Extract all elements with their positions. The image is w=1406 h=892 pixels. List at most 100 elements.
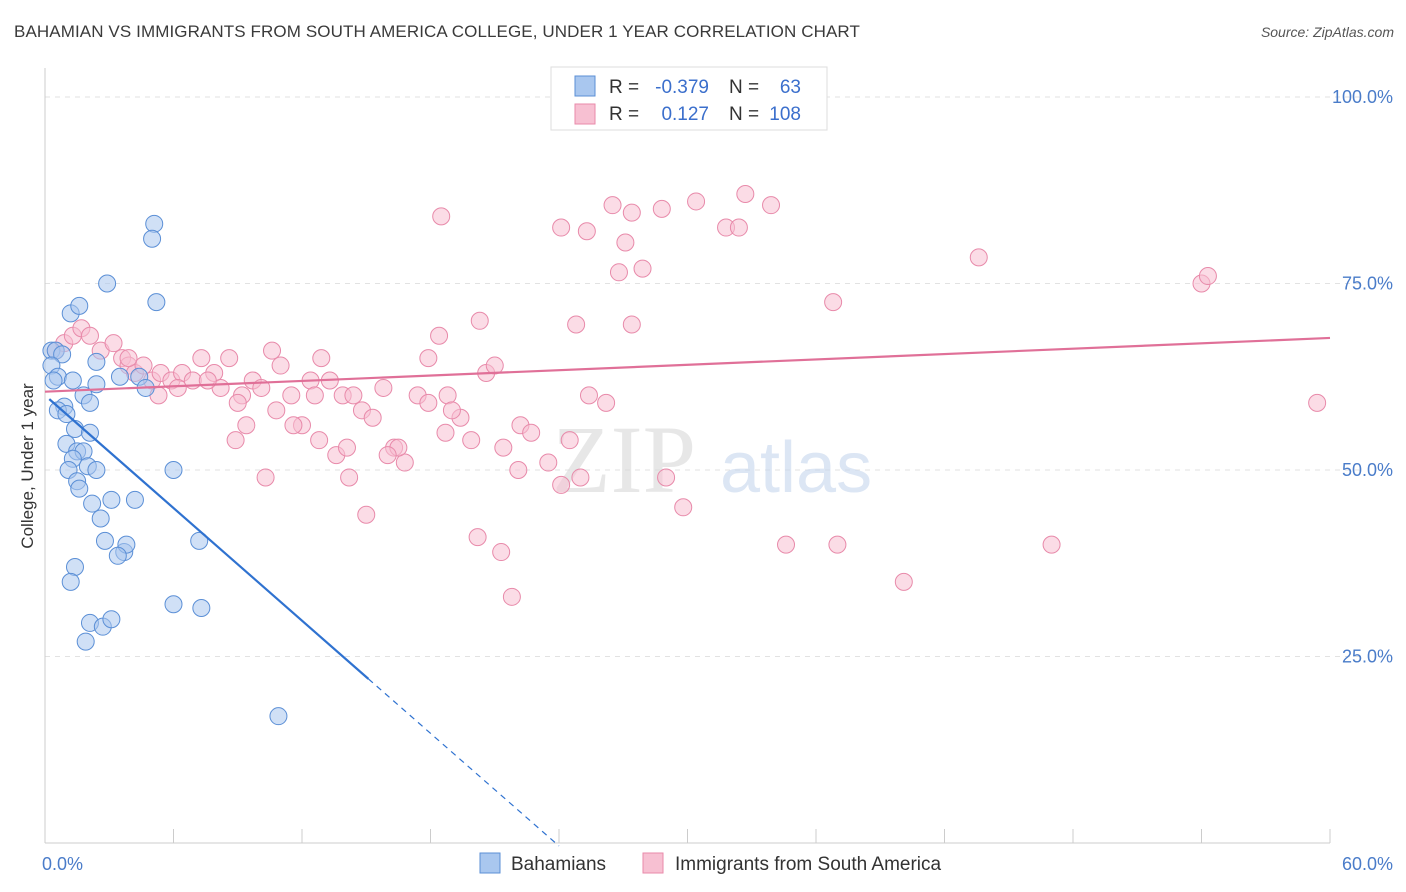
legend-r-value-pink: 0.127 [661,104,709,125]
pink-point-56 [374,378,393,397]
pink-point-104 [337,438,356,457]
blue-point-5 [44,371,63,390]
blue-point-52 [269,707,288,726]
blue-point-11 [98,274,117,293]
blue-point-51 [76,632,95,651]
pink-point-20 [567,315,586,334]
pink-point-5 [687,192,706,211]
legend-n-label-blue: N = [729,77,759,98]
pink-series-points [46,88,1327,606]
blue-point-31 [87,461,106,479]
pink-point-102 [267,401,286,420]
chart-source: Source: ZipAtlas.com [1260,24,1394,40]
pink-point-26 [80,326,99,345]
pink-point-64 [462,431,481,450]
pink-point-47 [282,386,301,405]
pink-point-85 [502,587,521,606]
correlation-legend: R = -0.379 N = 63 R = 0.127 N = 108 [550,66,828,131]
pink-point-92 [777,535,796,554]
legend-swatch-blue [574,75,596,97]
y-axis-label: College, Under 1 year [18,383,37,549]
pink-point-7 [762,196,781,215]
pink-point-53 [344,386,363,405]
pink-point-38 [192,349,211,368]
pink-point-105 [378,446,397,465]
blue-point-39 [95,531,114,550]
legend-n-value-pink: 108 [769,104,801,125]
blue-point-45 [61,572,80,591]
axes [44,68,1331,844]
blue-point-50 [102,610,121,629]
pink-point-41 [220,349,239,368]
bottom-legend-label-pink: Immigrants from South America [675,854,942,875]
pink-point-93 [828,535,847,554]
pink-point-3 [622,203,641,222]
blue-point-2 [53,345,72,364]
pink-point-12 [729,218,748,237]
blue-point-13 [143,229,162,248]
pink-point-103 [305,386,324,405]
pink-point-68 [522,423,541,442]
pink-point-55 [363,408,382,427]
y-tick-label-2: 75.0% [1342,274,1393,294]
legend-swatch-pink [574,103,596,125]
blue-series-points [42,214,288,726]
legend-n-value-blue: 63 [780,77,801,98]
blue-point-22 [80,393,99,412]
blue-point-46 [164,595,183,614]
pink-point-81 [419,393,438,412]
pink-point-99 [168,378,187,397]
pink-point-62 [438,386,457,405]
pink-trend-line [44,336,1331,393]
trend-lines [44,336,1331,847]
pink-point-87 [571,468,590,487]
blue-point-33 [70,479,89,498]
x-tick-label-1: 60.0% [1342,854,1393,874]
y-tick-label-0: 25.0% [1342,647,1393,667]
pink-point-60 [419,349,438,368]
blue-point-36 [125,490,144,509]
pink-point-69 [539,453,558,472]
blue-point-10 [70,296,89,315]
pink-point-89 [597,393,616,412]
blue-point-24 [80,423,99,442]
pink-point-82 [442,401,461,420]
pink-point-100 [198,371,217,390]
pink-point-9 [577,222,596,241]
blue-trend-extension [367,678,560,847]
pink-point-95 [1042,535,1061,554]
blue-point-47 [192,599,211,618]
blue-point-35 [102,490,121,509]
blue-point-16 [110,367,129,386]
pink-point-19 [470,311,489,330]
pink-point-71 [560,431,579,450]
pink-point-1 [432,207,451,226]
blue-point-44 [65,557,84,576]
blue-point-34 [83,494,102,513]
bottom-legend-swatch-blue [479,852,501,874]
y-tick-label-1: 50.0% [1342,460,1393,480]
pink-point-83 [468,528,487,547]
pink-point-96 [1308,393,1327,412]
pink-point-70 [552,475,571,494]
x-tick-label-0: 0.0% [42,854,83,874]
pink-point-46 [271,356,290,375]
blue-point-14 [147,293,166,312]
pink-point-91 [674,498,693,517]
watermark: ZIP atlas [552,406,872,513]
pink-point-90 [657,468,676,487]
pink-point-66 [485,356,504,375]
pink-point-79 [357,505,376,524]
blue-point-19 [63,371,82,390]
legend-n-label-pink: N = [729,104,759,125]
pink-point-18 [824,293,843,312]
y-tick-label-3: 100.0% [1332,87,1393,107]
pink-point-58 [395,453,414,472]
blue-point-43 [190,531,209,550]
pink-point-75 [284,416,303,435]
pink-point-13 [969,248,988,267]
pink-point-106 [436,423,455,442]
pink-point-73 [237,416,256,435]
pink-point-94 [894,572,913,591]
